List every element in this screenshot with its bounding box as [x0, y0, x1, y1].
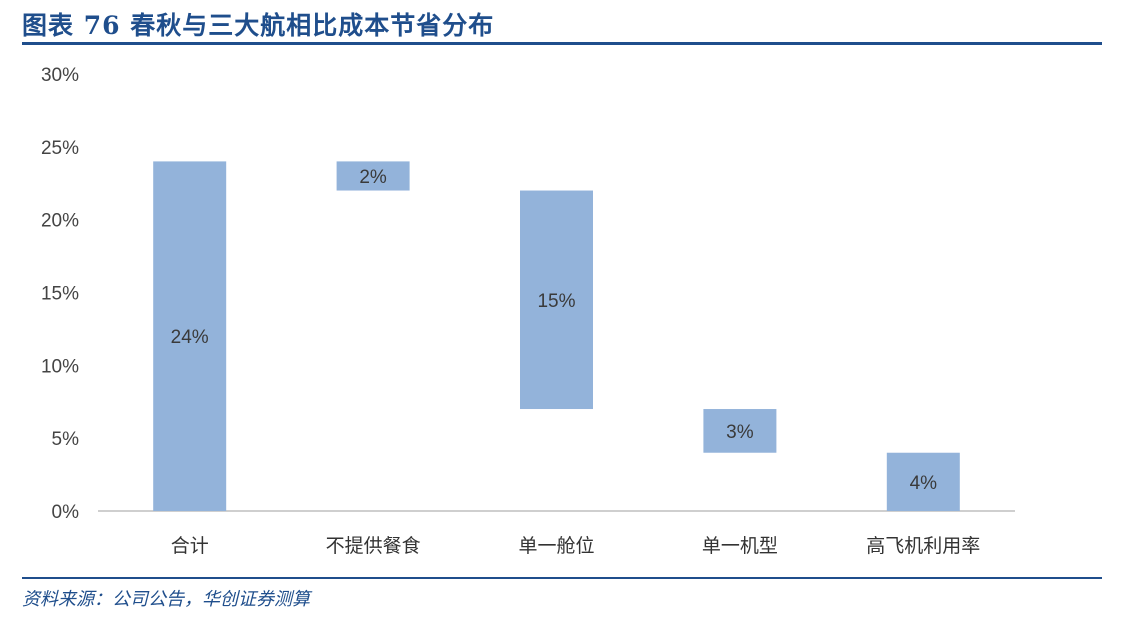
y-tick-label: 5%: [52, 429, 80, 450]
data-label: 2%: [359, 167, 387, 188]
y-tick-label: 15%: [41, 284, 79, 305]
y-tick-label: 25%: [41, 138, 79, 159]
bar: [336, 161, 410, 191]
y-tick-label: 0%: [52, 502, 80, 523]
data-label: 3%: [726, 422, 754, 443]
bar: [153, 161, 227, 511]
y-tick-label: 30%: [41, 65, 79, 86]
category-label: 单一机型: [702, 535, 778, 557]
title-underline: [22, 42, 1102, 45]
bar: [886, 452, 960, 511]
footer-rule: [22, 577, 1102, 579]
category-label: 高飞机利用率: [866, 535, 980, 557]
bar: [703, 409, 777, 453]
y-tick-label: 10%: [41, 356, 79, 377]
category-label: 合计: [171, 535, 209, 557]
chart-title: 图表 76 春秋与三大航相比成本节省分布: [22, 11, 495, 40]
category-label: 单一舱位: [518, 535, 594, 557]
bar: [520, 190, 593, 410]
data-label: 24%: [171, 327, 209, 348]
data-label: 4%: [910, 473, 938, 494]
category-label: 不提供餐食: [326, 535, 421, 557]
y-tick-label: 20%: [41, 211, 79, 232]
source-note: 资料来源：公司公告，华创证券测算: [22, 589, 310, 610]
data-label: 15%: [537, 291, 575, 312]
